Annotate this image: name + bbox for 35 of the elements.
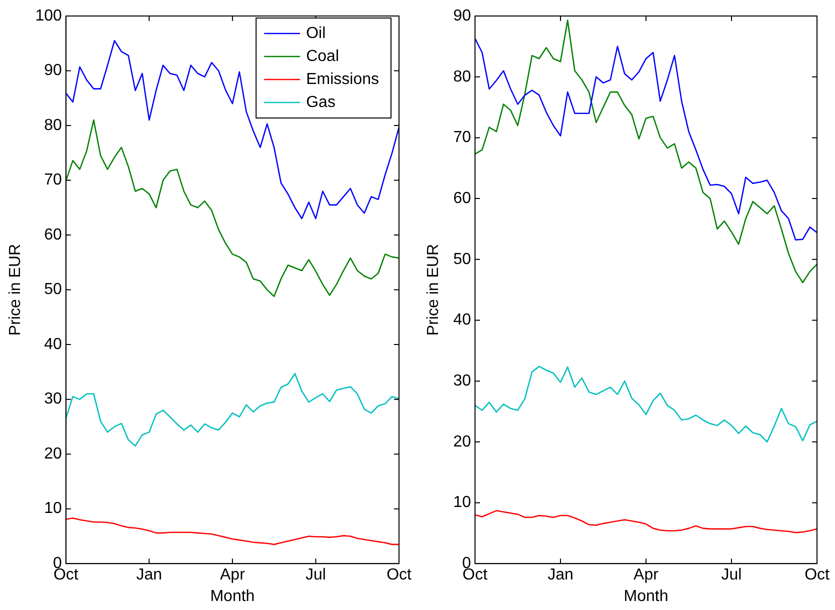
y-tick-label: 10 — [44, 500, 62, 518]
y-tick-label: 80 — [44, 116, 62, 134]
y-tick-label: 20 — [453, 433, 472, 450]
y-tick-label: 60 — [453, 190, 472, 207]
x-tick-label: Jan — [136, 566, 162, 584]
y-tick-label: 30 — [453, 372, 472, 390]
y-tick-label: 70 — [44, 172, 62, 189]
y-tick-label: 60 — [44, 226, 62, 244]
legend-label: Oil — [306, 24, 326, 42]
y-tick-label: 90 — [453, 7, 472, 24]
y-tick-label: 80 — [453, 68, 472, 86]
y-tick-label: 40 — [44, 336, 62, 353]
x-tick-label: Oct — [804, 566, 830, 584]
y-axis-title: Price in EUR — [7, 244, 24, 336]
legend-label: Gas — [306, 94, 336, 111]
y-tick-label: 30 — [44, 390, 62, 408]
y-tick-label: 10 — [453, 494, 472, 512]
x-tick-label: Apr — [634, 566, 660, 584]
y-tick-label: 90 — [44, 62, 62, 80]
y-tick-label: 70 — [453, 129, 472, 146]
y-axis-title: Price in EUR — [425, 244, 442, 336]
legend-label: Coal — [306, 48, 339, 65]
y-tick-label: 100 — [35, 7, 62, 24]
y-tick-label: 20 — [44, 445, 62, 462]
x-axis-title: Month — [210, 588, 255, 605]
x-axis-title: Month — [624, 588, 668, 605]
x-tick-label: Jul — [721, 566, 742, 584]
y-tick-label: 50 — [44, 281, 62, 298]
x-tick-label: Apr — [220, 566, 246, 584]
x-tick-label: Jan — [548, 566, 574, 584]
y-tick-label: 40 — [453, 312, 472, 329]
legend-label: Emissions — [306, 70, 379, 88]
x-tick-label: Jul — [305, 566, 326, 584]
x-tick-label: Oct — [386, 566, 412, 584]
y-tick-label: 50 — [453, 250, 472, 268]
